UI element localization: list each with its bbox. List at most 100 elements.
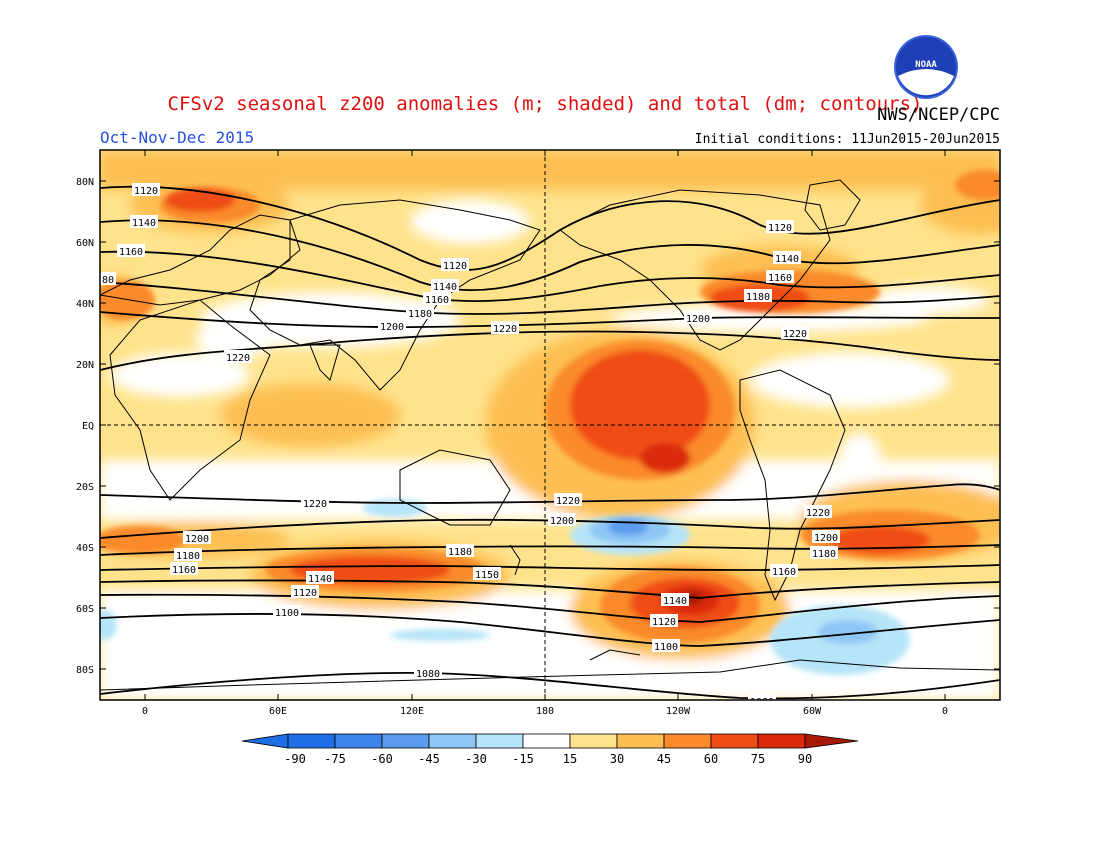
colorbar-label: -90: [284, 752, 306, 766]
contour-label: 1160: [425, 295, 449, 306]
colorbar-labels: -90 -75 -60 -45 -30 -15 15 30 45 60 75 9…: [284, 752, 812, 766]
contour-label: 1200: [550, 516, 574, 527]
contour-label: 1120: [768, 223, 792, 234]
lon-label: 120W: [666, 706, 691, 717]
colorbar-swatch: [381, 733, 430, 749]
colorbar-swatch: [663, 733, 712, 749]
contour-label: 1100: [275, 608, 299, 619]
contour-1200-nh: [100, 311, 1000, 329]
lon-label: 60E: [269, 706, 287, 717]
organization-label: NWS/NCEP/CPC: [877, 105, 1000, 125]
contour-label: 1140: [132, 218, 156, 229]
contour-label: 1220: [556, 496, 580, 507]
colorbar-label: 45: [657, 752, 671, 766]
lon-label: 120E: [400, 706, 424, 717]
colorbar-swatch: [616, 733, 665, 749]
noaa-logo-text: NOAA: [915, 60, 937, 70]
contour-label: 1200: [686, 314, 710, 325]
colorbar-swatch: [757, 733, 806, 749]
contour-label: 1120: [134, 186, 158, 197]
contour-label: 1120: [443, 261, 467, 272]
axis-ticks: [100, 150, 1000, 700]
lon-label: 0: [142, 706, 148, 717]
contour-label: 1220: [493, 324, 517, 335]
season-label: Oct-Nov-Dec 2015: [100, 128, 254, 147]
contour-label: 1220: [783, 329, 807, 340]
colorbar-label: -45: [418, 752, 440, 766]
colorbar-label: 30: [610, 752, 624, 766]
contour-label: 1120: [652, 617, 676, 628]
contour-label: 1140: [663, 596, 687, 607]
lat-label: 20N: [76, 360, 94, 371]
colorbar-label: 90: [798, 752, 812, 766]
lon-label: 0: [942, 706, 948, 717]
contour-1220-sh: [100, 483, 1000, 504]
noaa-logo: NOAA: [894, 35, 958, 99]
lon-label: 60W: [803, 706, 822, 717]
colorbar-swatch: [334, 733, 383, 749]
colorbar-label: -75: [324, 752, 346, 766]
colorbar: -90 -75 -60 -45 -30 -15 15 30 45 60 75 9…: [241, 733, 859, 766]
contour-label: 1180: [448, 547, 472, 558]
contour-label: 1200: [814, 533, 838, 544]
contour-label: 1150: [475, 570, 499, 581]
colorbar-label: -60: [371, 752, 393, 766]
latitude-labels: 80N 60N 40N 20N EQ 20S 40S 60S 80S: [76, 177, 94, 676]
colorbar-left-triangle: [241, 733, 289, 749]
contour-label: 1180: [408, 309, 432, 320]
contour-label: 1180: [746, 292, 770, 303]
contour-1180-sh: [100, 544, 1000, 556]
contour-label: 1180: [176, 551, 200, 562]
colorbar-swatch: [522, 733, 571, 749]
contour-labels: 1120 1140 1160 80 1120 1140 1160 1180 12…: [100, 183, 840, 708]
contour-label: 1180: [812, 549, 836, 560]
contour-label: 80: [102, 275, 114, 286]
lat-label: EQ: [82, 421, 94, 432]
contour-label: 1220: [806, 508, 830, 519]
contour-1100-sh: [100, 613, 1000, 647]
contour-label: 1200: [380, 322, 404, 333]
contour-label: 1220: [303, 499, 327, 510]
colorbar-swatch: [287, 733, 336, 749]
contour-label: 1120: [293, 588, 317, 599]
contour-1180-nh: [100, 281, 1000, 315]
contour-label: 1200: [185, 534, 209, 545]
longitude-labels: 0 60E 120E 180 120W 60W 0: [142, 706, 948, 717]
lon-label: 180: [536, 706, 554, 717]
contour-1220-nh: [100, 330, 1000, 371]
contour-label: 1140: [308, 574, 332, 585]
contour-1140-nh: [100, 219, 1000, 292]
contour-label: 1160: [119, 247, 143, 258]
initial-conditions-label: Initial conditions: 11Jun2015-20Jun2015: [695, 132, 1000, 147]
contour-1160-nh: [100, 250, 1000, 303]
lat-label: 40N: [76, 299, 94, 310]
colorbar-label: -15: [512, 752, 534, 766]
lat-label: 60S: [76, 604, 94, 615]
colorbar-swatch: [710, 733, 759, 749]
contour-1120-sh: [100, 593, 1000, 623]
contour-label: 1080: [750, 697, 774, 708]
contour-label: 1160: [172, 565, 196, 576]
colorbar-swatch: [428, 733, 477, 749]
contour-label: 1160: [772, 567, 796, 578]
colorbar-swatch: [569, 733, 618, 749]
contour-1160-sh: [100, 564, 1000, 571]
contour-label: 1220: [226, 353, 250, 364]
contour-1140-sh: [100, 579, 1000, 599]
lat-label: 40S: [76, 543, 94, 554]
contour-1080-sh: [100, 672, 1000, 700]
lat-label: 80S: [76, 665, 94, 676]
contour-label: 1160: [768, 273, 792, 284]
colorbar-swatch: [475, 733, 524, 749]
colorbar-label: 60: [704, 752, 718, 766]
height-contours: [100, 185, 1000, 700]
contour-label: 1080: [416, 669, 440, 680]
contour-label: 1140: [775, 254, 799, 265]
map-panel: 1120 1140 1160 80 1120 1140 1160 1180 12…: [100, 150, 1000, 708]
figure-title: CFSv2 seasonal z200 anomalies (m; shaded…: [168, 93, 923, 115]
colorbar-label: 15: [563, 752, 577, 766]
contour-1120-nh: [100, 185, 1000, 271]
colorbar-label: 75: [751, 752, 765, 766]
